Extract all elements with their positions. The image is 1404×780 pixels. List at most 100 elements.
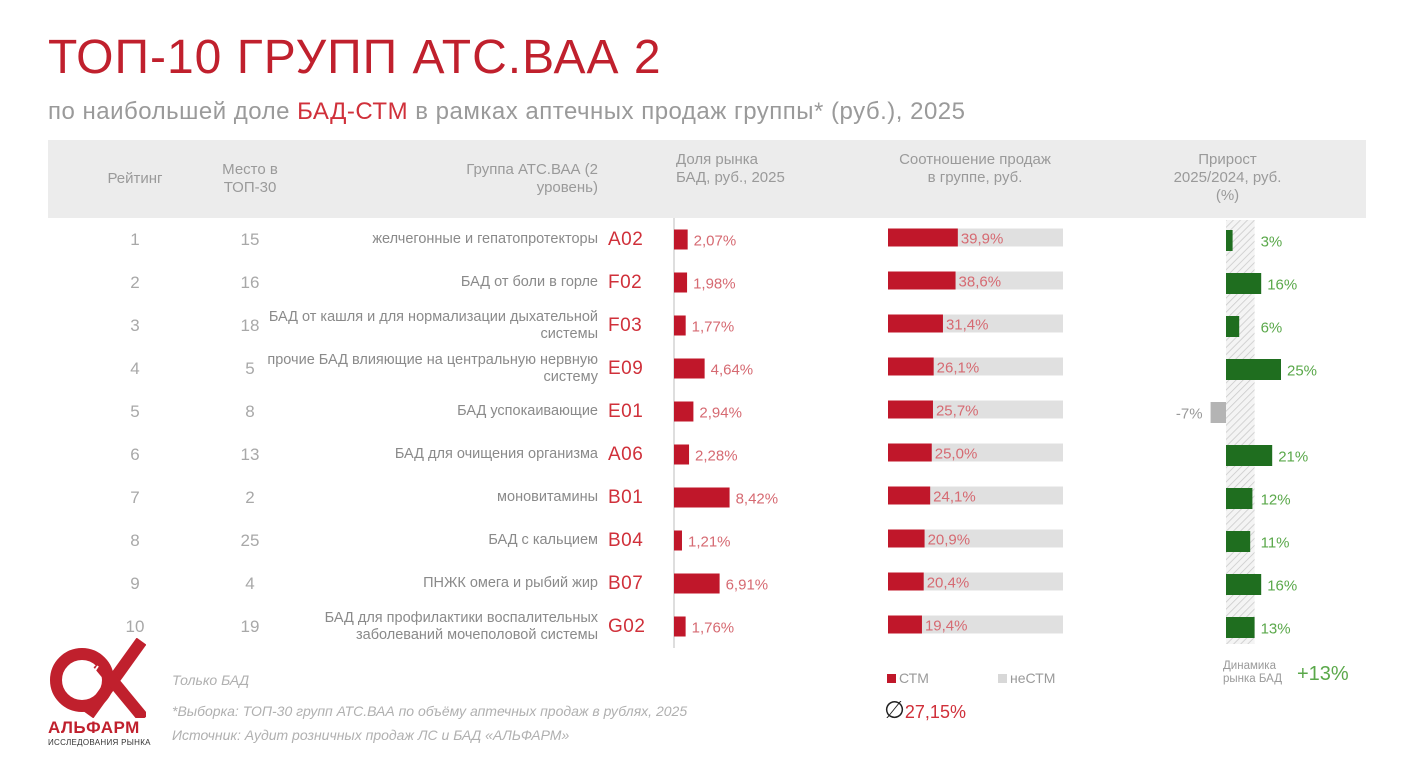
group-cell: ПНЖК омега и рыбий жир <box>423 575 598 591</box>
legend-stm: СТМ <box>887 670 929 686</box>
ratio-data-label: 24,1% <box>933 489 976 506</box>
growth-data-label: 6% <box>1261 320 1283 337</box>
group-cell: БАД от кашля и для нормализации дыхатель… <box>268 308 598 342</box>
group-cell: желчегонные и гепатопротекторы <box>372 231 598 247</box>
growth-data-label: 16% <box>1267 578 1297 595</box>
growth-data-label: 16% <box>1267 277 1297 294</box>
header-ratio: Соотношение продаж в группе, руб. <box>899 151 1051 186</box>
page-subtitle: по наибольшей доле БАД-СТМ в рамках апте… <box>48 98 966 126</box>
place-cell: 25 <box>240 530 260 550</box>
group-cell: БАД для профилактики воспалительных забо… <box>324 609 598 643</box>
share-data-label: 2,94% <box>699 405 742 422</box>
group-cell: БАД с кальцием <box>488 532 598 548</box>
growth-bar <box>1226 617 1255 638</box>
share-bar <box>674 229 688 250</box>
table-row: 10 19 БАД для профилактики воспалительных … <box>0 605 1404 648</box>
growth-bar <box>1226 273 1262 294</box>
average-symbol-icon: ∅ <box>884 697 905 724</box>
growth-bar <box>1226 445 1273 466</box>
ratio-data-label: 38,6% <box>959 274 1002 291</box>
ratio-stm-bar <box>888 271 956 290</box>
ratio-stm-bar <box>888 529 925 548</box>
growth-bar <box>1226 488 1253 509</box>
share-chart: 2,07% 1,98% 1,77% 4,64% 2,94% 2,28% 8,42% 1,21%… <box>673 218 779 648</box>
ratio-stm-bar <box>888 572 924 591</box>
page-title: ТОП-10 ГРУПП АТС.ВАА 2 <box>48 31 662 84</box>
rank-cell: 5 <box>130 401 140 421</box>
ratio-stm-bar <box>888 314 943 333</box>
dynamics-value: +13% <box>1297 663 1349 685</box>
table-row: 9 4 ПНЖК омега и рыбий жир B07 <box>0 562 1404 605</box>
place-cell: 15 <box>240 229 260 249</box>
place-cell: 2 <box>245 487 255 507</box>
share-bar <box>674 315 686 336</box>
rank-cell: 4 <box>130 358 140 378</box>
rank-cell: 10 <box>125 616 145 636</box>
code-cell: A02 <box>608 228 644 250</box>
growth-data-label: 12% <box>1261 492 1291 509</box>
share-data-label: 2,07% <box>694 233 737 250</box>
share-data-label: 1,77% <box>692 319 735 336</box>
header-share: Доля рынка БАД, руб., 2025 <box>676 151 785 186</box>
place-cell: 5 <box>245 358 255 378</box>
code-cell: B04 <box>608 529 644 551</box>
code-cell: G02 <box>608 615 646 637</box>
ratio-nonstm-bar <box>888 529 1063 548</box>
alpharm-logo-icon <box>50 638 146 718</box>
logo-name: АЛЬФАРМ <box>48 718 140 737</box>
share-bar <box>674 358 705 379</box>
ratio-stm-bar <box>888 443 932 462</box>
ratio-data-label: 20,4% <box>927 575 970 592</box>
group-cell: БАД от боли в горле <box>460 274 598 290</box>
growth-data-label: 13% <box>1261 621 1291 638</box>
share-bar <box>674 401 694 422</box>
table-row: 1 15 желчегонные и гепатопротекторы A02 <box>0 218 1404 261</box>
header-growth: Прирост 2025/2024, руб. (%) <box>1173 151 1282 204</box>
share-bar <box>674 487 730 508</box>
code-cell: A06 <box>608 443 644 465</box>
growth-bar <box>1226 359 1281 380</box>
growth-data-label: 3% <box>1261 234 1283 251</box>
ratio-stm-bar <box>888 486 931 505</box>
share-data-label: 6,91% <box>726 577 769 594</box>
ratio-chart: 39,9% 38,6% 31,4% 26,1% 25,7% 25,0% 24,1% 20,9%… <box>888 228 1063 635</box>
code-cell: F02 <box>608 271 643 293</box>
ratio-data-label: 25,0% <box>935 446 978 463</box>
average-label: 27,15% <box>904 702 966 722</box>
growth-chart: 3% 16% 6% 25% -7% 21% 12% 11% 16% 13% <box>1176 220 1317 644</box>
growth-bar <box>1226 574 1262 595</box>
legend-stm-swatch <box>887 674 896 683</box>
subtitle-after: в рамках аптечных продаж группы* (руб.),… <box>408 98 966 125</box>
share-data-label: 8,42% <box>736 491 779 508</box>
ratio-data-label: 26,1% <box>937 360 980 377</box>
ratio-stm-bar <box>888 357 934 376</box>
table-row: 6 13 БАД для очищения организма A06 <box>0 433 1404 476</box>
growth-bar <box>1210 402 1226 423</box>
place-cell: 4 <box>245 573 255 593</box>
place-cell: 13 <box>240 444 260 464</box>
growth-data-label: 25% <box>1287 363 1317 380</box>
place-cell: 19 <box>240 616 260 636</box>
share-bar <box>674 272 688 293</box>
share-data-label: 2,28% <box>695 448 738 465</box>
table-row: 2 16 БАД от боли в горле F02 <box>0 261 1404 304</box>
table-row: 7 2 моновитамины B01 <box>0 476 1404 519</box>
code-cell: B01 <box>608 486 644 508</box>
growth-bar <box>1226 531 1251 552</box>
legend-stm-label: СТМ <box>899 670 929 686</box>
subtitle-accent: БАД-СТМ <box>297 98 409 125</box>
ratio-stm-bar <box>888 228 958 247</box>
place-cell: 8 <box>245 401 255 421</box>
footnote-source: Источник: Аудит розничных продаж ЛС и БА… <box>172 727 570 743</box>
dynamics-label-text: Динамика рынка БАД <box>1223 660 1283 685</box>
legend-nonstm-label: неСТМ <box>1010 670 1056 686</box>
share-bar <box>674 573 720 594</box>
share-data-label: 1,21% <box>688 534 731 551</box>
ratio-data-label: 20,9% <box>928 532 971 549</box>
code-cell: E09 <box>608 357 644 379</box>
place-cell: 16 <box>240 272 260 292</box>
ratio-stm-bar <box>888 615 922 634</box>
growth-data-label: 21% <box>1278 449 1308 466</box>
group-cell: прочие БАД влияющие на центральную нервн… <box>267 351 598 385</box>
subtitle-before: по наибольшей доле <box>48 98 298 125</box>
